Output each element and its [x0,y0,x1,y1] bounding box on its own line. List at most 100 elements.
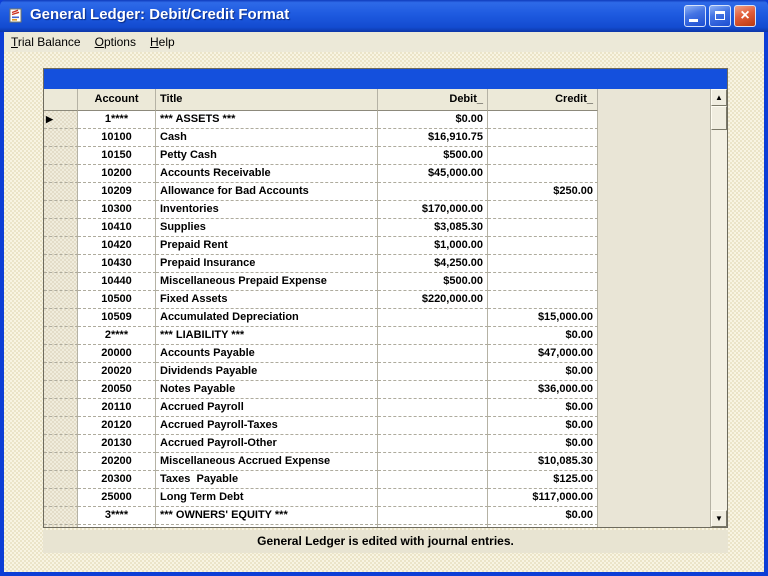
cell-title[interactable]: Prepaid Rent [156,237,378,255]
cell-debit[interactable] [378,435,488,453]
table-row[interactable]: ▶ 1**** *** ASSETS *** $0.00 [44,111,598,129]
cell-debit[interactable]: $220,000.00 [378,291,488,309]
cell-title[interactable]: Miscellaneous Prepaid Expense [156,273,378,291]
cell-title[interactable]: Long Term Debt [156,489,378,507]
row-selector[interactable] [44,291,78,309]
menu-item-trial-balance[interactable]: Trial Balance [11,35,81,49]
cell-account[interactable]: 20120 [78,417,156,435]
cell-account[interactable]: 20130 [78,435,156,453]
cell-account[interactable]: 20020 [78,363,156,381]
cell-credit[interactable]: $250.00 [488,183,598,201]
cell-title[interactable]: Prepaid Insurance [156,255,378,273]
cell-credit[interactable]: $47,000.00 [488,345,598,363]
cell-title[interactable]: Supplies [156,219,378,237]
row-selector[interactable] [44,165,78,183]
cell-debit[interactable]: $16,910.75 [378,129,488,147]
cell-account[interactable]: 2**** [78,327,156,345]
cell-credit[interactable]: $10,085.30 [488,453,598,471]
cell-sel[interactable] [44,525,78,527]
cell-credit[interactable]: $0.00 [488,507,598,525]
table-row[interactable]: 25000 Long Term Debt $117,000.00 [44,489,598,507]
scroll-up-button[interactable]: ▲ [711,89,727,106]
scrollbar-thumb[interactable] [711,106,727,130]
table-row[interactable]: 20130 Accrued Payroll-Other $0.00 [44,435,598,453]
cell-account[interactable]: 20000 [78,345,156,363]
cell-debit[interactable]: $0.00 [378,111,488,129]
cell-title[interactable]: Taxes Payable [156,471,378,489]
cell-debit[interactable] [378,525,488,527]
cell-title[interactable]: Accrued Payroll-Taxes [156,417,378,435]
table-row[interactable]: 20020 Dividends Payable $0.00 [44,363,598,381]
row-selector[interactable] [44,507,78,525]
cell-account[interactable]: 10300 [78,201,156,219]
cell-account[interactable]: 10100 [78,129,156,147]
cell-credit[interactable] [488,237,598,255]
cell-title[interactable]: Petty Cash [156,147,378,165]
cell-debit[interactable] [378,453,488,471]
header-account[interactable]: Account [78,89,156,111]
cell-credit[interactable]: $15,000.00 [488,309,598,327]
cell-account[interactable]: 20050 [78,381,156,399]
row-selector[interactable] [44,309,78,327]
table-row[interactable]: 20200 Miscellaneous Accrued Expense $10,08… [44,453,598,471]
row-selector[interactable] [44,363,78,381]
table-row[interactable]: 10209 Allowance for Bad Accounts $250.00 [44,183,598,201]
cell-title[interactable]: Notes Payable [156,381,378,399]
cell-credit[interactable] [488,525,598,527]
cell-credit[interactable]: $0.00 [488,399,598,417]
row-selector[interactable] [44,489,78,507]
row-selector[interactable] [44,345,78,363]
cell-account[interactable]: 10440 [78,273,156,291]
cell-credit[interactable]: $117,000.00 [488,489,598,507]
row-selector[interactable] [44,147,78,165]
cell-credit[interactable]: $0.00 [488,363,598,381]
row-selector[interactable] [44,417,78,435]
row-selector[interactable] [44,237,78,255]
row-selector[interactable]: ▶ [44,111,78,129]
row-selector[interactable] [44,273,78,291]
cell-title[interactable] [156,525,378,527]
cell-debit[interactable] [378,381,488,399]
cell-account[interactable]: 10430 [78,255,156,273]
table-row[interactable]: 20050 Notes Payable $36,000.00 [44,381,598,399]
menu-item-options[interactable]: Options [94,35,136,49]
cell-credit[interactable] [488,255,598,273]
maximize-button[interactable] [709,5,731,27]
header-title[interactable]: Title [156,89,378,111]
cell-debit[interactable]: $170,000.00 [378,201,488,219]
cell-account[interactable]: 1**** [78,111,156,129]
cell-title[interactable]: Cash [156,129,378,147]
cell-debit[interactable]: $500.00 [378,273,488,291]
cell-account[interactable]: 10209 [78,183,156,201]
scroll-down-button[interactable]: ▼ [711,510,727,527]
table-row[interactable]: 10100 Cash $16,910.75 [44,129,598,147]
cell-title[interactable]: Fixed Assets [156,291,378,309]
row-selector[interactable] [44,255,78,273]
cell-debit[interactable]: $500.00 [378,147,488,165]
cell-credit[interactable]: $36,000.00 [488,381,598,399]
table-row[interactable]: 10410 Supplies $3,085.30 [44,219,598,237]
row-selector[interactable] [44,219,78,237]
cell-credit[interactable]: $0.00 [488,417,598,435]
cell-title[interactable]: *** OWNERS' EQUITY *** [156,507,378,525]
cell-account[interactable]: 10410 [78,219,156,237]
cell-title[interactable]: Accounts Receivable [156,165,378,183]
cell-debit[interactable]: $1,000.00 [378,237,488,255]
cell-account[interactable]: 10500 [78,291,156,309]
cell-credit[interactable]: $0.00 [488,327,598,345]
cell-account[interactable]: 20300 [78,471,156,489]
table-row[interactable]: 20000 Accounts Payable $47,000.00 [44,345,598,363]
cell-credit[interactable] [488,147,598,165]
cell-credit[interactable] [488,165,598,183]
cell-debit[interactable]: $4,250.00 [378,255,488,273]
cell-title[interactable]: Accrued Payroll [156,399,378,417]
table-row[interactable]: 20110 Accrued Payroll $0.00 [44,399,598,417]
vertical-scrollbar[interactable]: ▲ ▼ [710,89,727,527]
cell-debit[interactable] [378,471,488,489]
cell-account[interactable]: 10509 [78,309,156,327]
cell-debit[interactable] [378,363,488,381]
cell-debit[interactable] [378,327,488,345]
table-row[interactable]: 10150 Petty Cash $500.00 [44,147,598,165]
table-row[interactable]: 10300 Inventories $170,000.00 [44,201,598,219]
row-selector[interactable] [44,201,78,219]
